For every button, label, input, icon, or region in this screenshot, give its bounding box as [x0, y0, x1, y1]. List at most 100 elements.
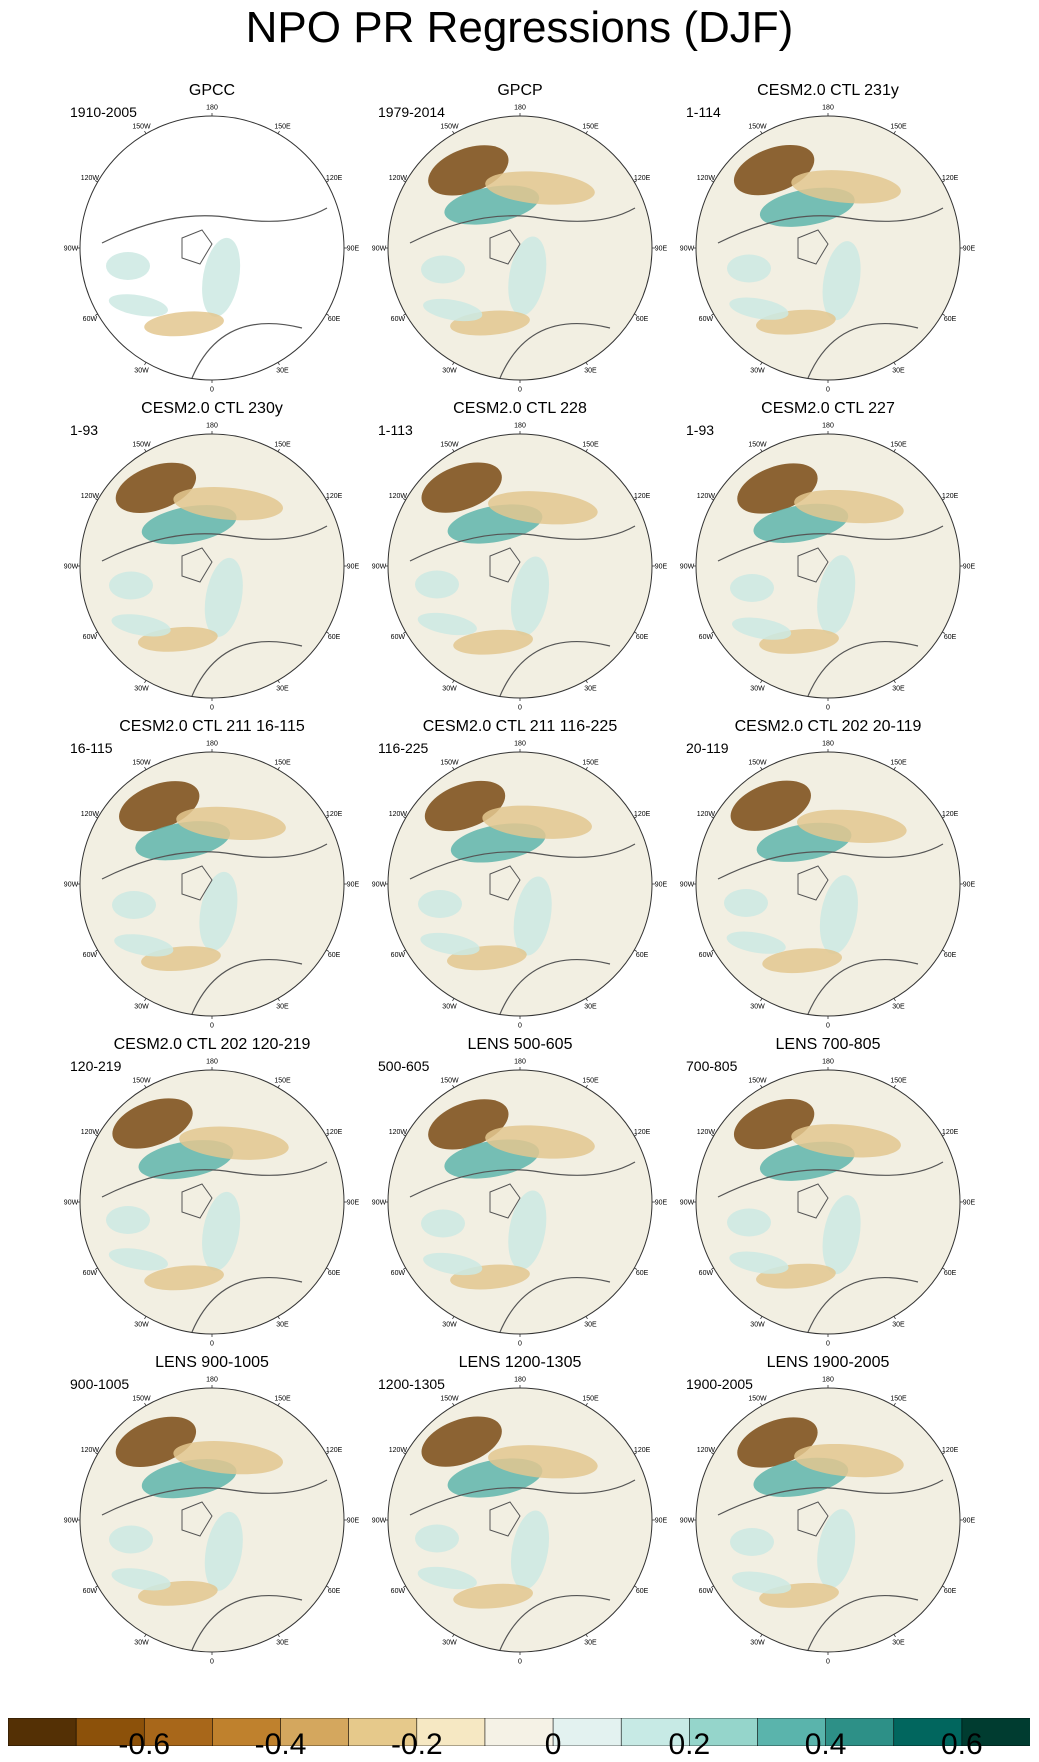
longitude-tick	[634, 498, 638, 501]
longitude-tick	[710, 180, 714, 183]
panel-title: LENS 1200-1305	[458, 1354, 582, 1371]
longitude-label: 90W	[64, 1200, 79, 1207]
longitude-label: 0	[210, 387, 214, 394]
longitude-label: 0	[518, 1659, 522, 1666]
contour-patch	[762, 948, 843, 974]
longitude-tick	[452, 1402, 455, 1406]
contour-patch	[819, 875, 858, 955]
longitude-label: 150E	[582, 1077, 599, 1084]
contour-patch	[453, 629, 533, 655]
longitude-tick	[326, 949, 330, 952]
longitude-tick	[942, 1452, 946, 1455]
longitude-label: 150W	[132, 759, 151, 766]
longitude-label: 150E	[274, 1077, 291, 1084]
longitude-label: 0	[210, 705, 214, 712]
contour-patch	[508, 1190, 547, 1270]
longitude-label: 0	[210, 1659, 214, 1666]
longitude-tick	[710, 1134, 714, 1137]
contour-patch	[727, 1208, 771, 1237]
regression-field	[717, 144, 944, 379]
panel-title: GPCP	[497, 82, 543, 99]
longitude-tick	[760, 998, 763, 1002]
longitude-tick	[277, 680, 280, 684]
longitude-label: 120W	[697, 1447, 716, 1454]
panel-period: 1-93	[70, 422, 99, 438]
longitude-tick	[585, 1402, 588, 1406]
panel-period: 1-114	[686, 104, 721, 120]
panel-title: LENS 900-1005	[155, 1354, 269, 1371]
map-disk	[80, 116, 344, 380]
longitude-tick	[277, 1402, 280, 1406]
longitude-label: 180	[822, 1059, 834, 1066]
longitude-tick	[585, 1084, 588, 1088]
longitude-tick	[277, 998, 280, 1002]
contour-patch	[482, 805, 592, 839]
longitude-label: 60E	[328, 634, 341, 641]
longitude-label: 90E	[963, 1200, 976, 1207]
longitude-label: 90E	[963, 246, 976, 253]
longitude-label: 90E	[347, 246, 360, 253]
map-panel: CESM2.0 CTL 228 180 150E 120E 90E 60E 30E 0 30W 6…	[370, 400, 670, 718]
colorbar-swatch	[552, 1718, 622, 1746]
longitude-tick	[94, 631, 98, 634]
polar-map: 180 150E 120E 90E 60E 30E 0 30W 60W 90W 120W 150W	[680, 105, 976, 394]
polar-map: 180 150E 120E 90E 60E 30E 0 30W 60W 90W 120W 150W	[372, 1377, 668, 1666]
contour-patch	[730, 1528, 774, 1556]
longitude-label: 60W	[391, 952, 406, 959]
longitude-tick	[710, 1267, 714, 1270]
longitude-tick	[452, 362, 455, 366]
longitude-label: 150E	[582, 123, 599, 130]
longitude-label: 90W	[680, 1518, 695, 1525]
longitude-label: 150E	[890, 123, 907, 130]
contour-patch	[417, 612, 477, 636]
longitude-label: 30W	[750, 1322, 765, 1329]
panel-title: LENS 700-805	[775, 1036, 881, 1053]
colorbar-tick-label: 0.2	[668, 1728, 711, 1761]
regression-field	[101, 1098, 328, 1333]
colorbar-tick-label: -0.2	[390, 1728, 443, 1761]
map-panel: LENS 700-805 180 150E 120E 90E 60E 30E 0 30W 60W 9…	[678, 1036, 978, 1354]
longitude-label: 180	[514, 1377, 526, 1384]
longitude-label: 60W	[699, 316, 714, 323]
longitude-label: 150E	[890, 1395, 907, 1402]
longitude-label: 60E	[636, 634, 649, 641]
longitude-label: 30W	[134, 1322, 149, 1329]
regression-field	[717, 780, 944, 1015]
coastline	[181, 865, 213, 901]
longitude-label: 30E	[276, 1322, 289, 1329]
longitude-tick	[760, 1402, 763, 1406]
longitude-label: 0	[210, 1341, 214, 1348]
contour-patch	[508, 236, 547, 316]
coastline	[181, 229, 213, 265]
map-panel: CESM2.0 CTL 230y 180 150E 120E 90E 60E 30E 0 30W…	[62, 400, 362, 718]
colorbar-swatch	[620, 1718, 691, 1746]
longitude-label: 0	[826, 1341, 830, 1348]
longitude-label: 120E	[942, 1129, 959, 1136]
coastline	[807, 958, 919, 1015]
regression-field	[101, 781, 328, 1015]
contour-patch	[730, 780, 811, 831]
map-disk	[80, 1388, 344, 1652]
longitude-tick	[144, 1316, 147, 1320]
contour-patch	[108, 294, 169, 317]
coastline	[489, 229, 521, 265]
panel-period: 1-113	[378, 422, 413, 438]
colorbar-tick-label: 0.6	[941, 1728, 983, 1761]
panel-period: 1200-1305	[378, 1376, 445, 1392]
longitude-label: 120E	[326, 493, 343, 500]
contour-patch	[176, 806, 286, 841]
longitude-label: 60E	[944, 634, 957, 641]
contour-patch	[510, 1510, 550, 1590]
longitude-label: 30E	[584, 686, 597, 693]
longitude-label: 120W	[81, 1129, 100, 1136]
colorbar-swatch	[961, 1718, 1030, 1746]
longitude-label: 30W	[750, 368, 765, 375]
polar-map: 180 150E 120E 90E 60E 30E 0 30W 60W 90W 120W 150W	[372, 1059, 668, 1348]
contour-patch	[791, 1124, 901, 1158]
longitude-tick	[402, 949, 406, 952]
longitude-label: 30E	[276, 368, 289, 375]
colorbar-tick-label: 0	[544, 1728, 562, 1761]
longitude-tick	[326, 1585, 330, 1588]
longitude-label: 30E	[276, 1640, 289, 1647]
longitude-label: 90W	[64, 564, 79, 571]
